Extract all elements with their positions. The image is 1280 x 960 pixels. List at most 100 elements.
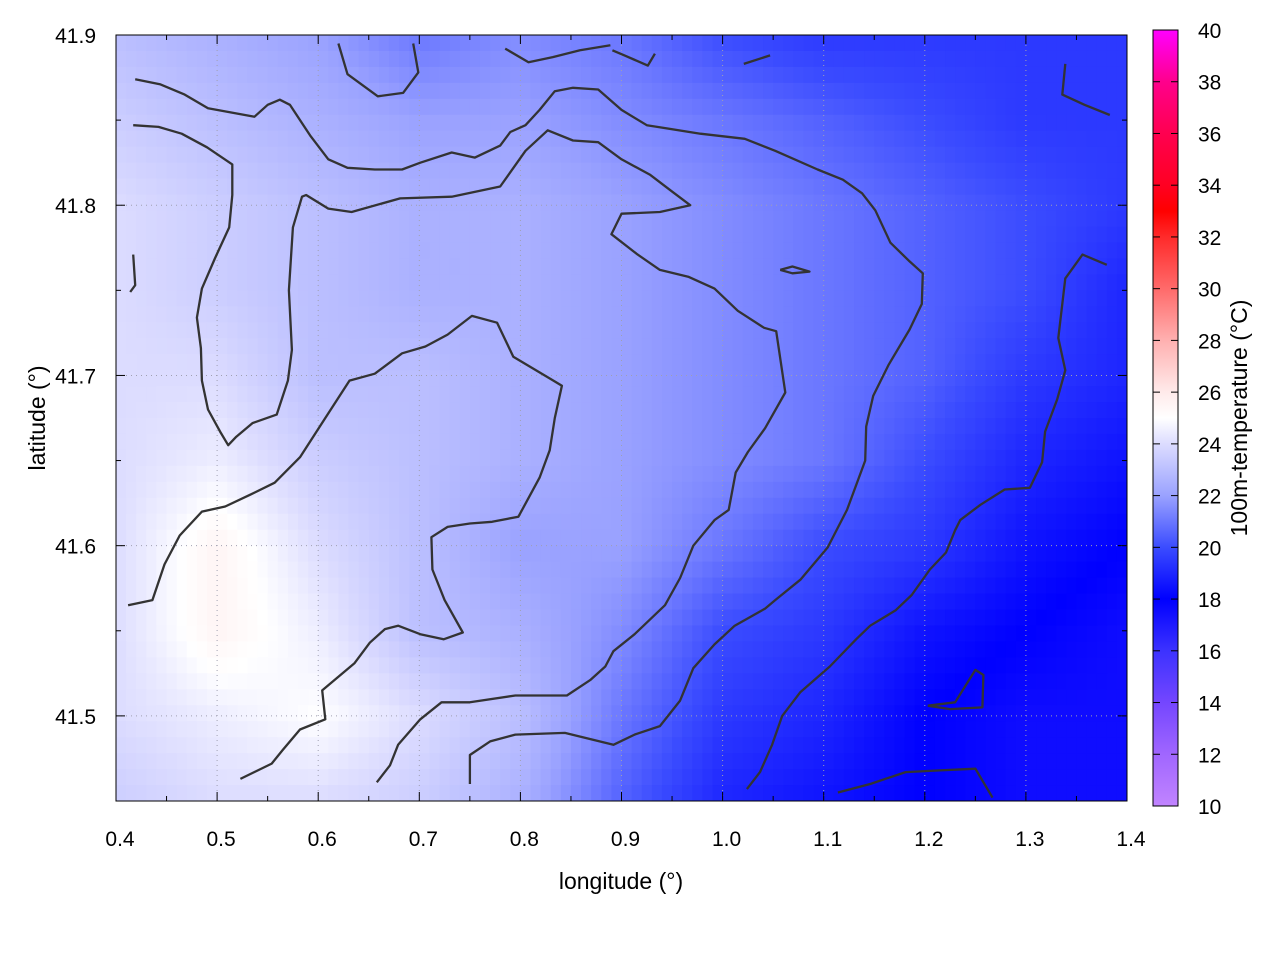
- heatmap-cell: [196, 465, 208, 483]
- heatmap-cell: [459, 98, 471, 116]
- heatmap-cell: [459, 689, 471, 706]
- heatmap-cell: [156, 449, 168, 467]
- heatmap-cell: [166, 386, 178, 403]
- heatmap-cell: [277, 274, 289, 291]
- heatmap-cell: [257, 513, 269, 531]
- heatmap-cell: [631, 242, 643, 260]
- heatmap-cell: [1116, 226, 1127, 244]
- heatmap-cell: [712, 242, 724, 260]
- heatmap-cell: [328, 226, 340, 244]
- heatmap-cell: [1106, 465, 1118, 483]
- heatmap-cell: [348, 657, 360, 674]
- heatmap-cell: [1036, 274, 1047, 291]
- heatmap-cell: [773, 689, 784, 706]
- heatmap-cell: [570, 66, 582, 84]
- heatmap-cell: [520, 689, 532, 706]
- heatmap-cell: [550, 577, 562, 595]
- heatmap-cell: [358, 449, 370, 467]
- heatmap-cell: [338, 481, 350, 499]
- heatmap-cell: [621, 465, 633, 483]
- heatmap-cell: [843, 130, 855, 148]
- heatmap-cell: [985, 322, 997, 339]
- heatmap-cell: [217, 35, 228, 52]
- heatmap-cell: [945, 577, 956, 595]
- heatmap-cell: [287, 641, 299, 658]
- heatmap-cell: [1056, 577, 1067, 595]
- heatmap-cell: [510, 354, 521, 371]
- heatmap-cell: [752, 593, 764, 611]
- heatmap-cell: [500, 290, 511, 307]
- heatmap-cell: [823, 577, 835, 595]
- heatmap-cell: [712, 130, 724, 148]
- heatmap-cell: [287, 114, 299, 132]
- heatmap-cell: [126, 737, 137, 754]
- heatmap-cell: [924, 114, 936, 132]
- heatmap-cell: [156, 673, 168, 690]
- heatmap-cell: [196, 258, 208, 275]
- heatmap-cell: [874, 418, 885, 435]
- heatmap-cell: [166, 338, 178, 355]
- heatmap-cell: [945, 306, 956, 323]
- heatmap-cell: [419, 258, 431, 275]
- heatmap-cell: [520, 130, 532, 148]
- heatmap-cell: [843, 465, 855, 483]
- heatmap-cell: [702, 561, 714, 579]
- heatmap-cell: [581, 769, 592, 786]
- heatmap-cell: [742, 258, 754, 275]
- heatmap-cell: [661, 545, 673, 563]
- heatmap-cell: [237, 657, 249, 674]
- heatmap-cell: [1106, 497, 1118, 515]
- heatmap-cell: [297, 35, 309, 52]
- heatmap-cell: [227, 657, 238, 674]
- heatmap-cell: [318, 561, 329, 579]
- heatmap-cell: [287, 593, 299, 611]
- heatmap-cell: [297, 242, 309, 260]
- heatmap-cell: [1036, 242, 1047, 260]
- heatmap-cell: [186, 386, 198, 403]
- heatmap-cell: [166, 306, 178, 323]
- heatmap-cell: [722, 178, 734, 196]
- heatmap-cell: [217, 50, 228, 68]
- heatmap-cell: [591, 402, 602, 419]
- heatmap-cell: [854, 721, 865, 738]
- heatmap-cell: [581, 657, 592, 674]
- heatmap-cell: [763, 497, 774, 515]
- heatmap-cell: [854, 577, 865, 595]
- heatmap-cell: [490, 577, 501, 595]
- heatmap-cell: [560, 194, 572, 212]
- heatmap-cell: [237, 737, 249, 754]
- heatmap-cell: [1005, 66, 1017, 84]
- heatmap-cell: [287, 609, 299, 627]
- heatmap-cell: [843, 194, 855, 212]
- heatmap-cell: [641, 274, 653, 291]
- heatmap-cell: [884, 433, 896, 451]
- heatmap-cell: [388, 35, 400, 52]
- heatmap-cell: [490, 625, 501, 643]
- heatmap-cell: [206, 433, 218, 451]
- heatmap-cell: [176, 50, 188, 68]
- heatmap-cell: [1056, 433, 1067, 451]
- heatmap-cell: [955, 593, 966, 611]
- heatmap-cell: [773, 625, 784, 643]
- heatmap-cell: [934, 402, 946, 419]
- heatmap-cell: [874, 609, 885, 627]
- contour-line: [127, 314, 564, 780]
- heatmap-cell: [914, 513, 926, 531]
- heatmap-cell: [560, 545, 572, 563]
- heatmap-cell: [641, 449, 653, 467]
- heatmap-cell: [742, 370, 754, 387]
- heatmap-cell: [995, 625, 1007, 643]
- heatmap-cell: [186, 66, 198, 84]
- heatmap-cell: [1116, 625, 1127, 643]
- heatmap-cell: [237, 753, 249, 770]
- heatmap-cell: [894, 370, 906, 387]
- heatmap-cell: [742, 274, 754, 291]
- heatmap-cell: [672, 210, 683, 228]
- heatmap-cell: [217, 66, 228, 84]
- heatmap-cell: [368, 194, 380, 212]
- heatmap-cell: [490, 657, 501, 674]
- heatmap-cell: [520, 705, 532, 722]
- heatmap-cell: [227, 370, 238, 387]
- heatmap-cell: [773, 545, 784, 563]
